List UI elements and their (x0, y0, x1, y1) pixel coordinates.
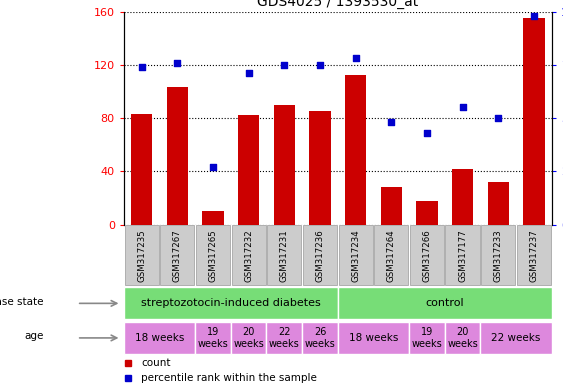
Point (244, 70, 253, 76)
Bar (238, 116, 260, 225)
Text: GSM317266: GSM317266 (422, 229, 431, 282)
FancyBboxPatch shape (480, 322, 552, 354)
FancyBboxPatch shape (517, 225, 551, 285)
FancyBboxPatch shape (266, 322, 302, 354)
Bar (167, 88, 188, 225)
FancyBboxPatch shape (302, 322, 338, 354)
Bar (274, 105, 295, 225)
Bar (345, 76, 367, 225)
Bar (131, 114, 153, 225)
Point (137, 64, 146, 70)
FancyBboxPatch shape (196, 225, 230, 285)
Point (280, 62, 289, 68)
Point (458, 104, 467, 111)
Point (208, 164, 217, 170)
Point (173, 60, 182, 66)
FancyBboxPatch shape (124, 322, 195, 354)
FancyBboxPatch shape (124, 225, 159, 285)
FancyBboxPatch shape (338, 288, 552, 319)
Bar (416, 201, 437, 225)
Bar (202, 211, 224, 225)
Text: 22 weeks: 22 weeks (491, 333, 541, 343)
Text: control: control (426, 298, 464, 308)
Point (529, 13, 538, 19)
Text: GSM317231: GSM317231 (280, 229, 289, 282)
Text: GSM317265: GSM317265 (208, 229, 217, 282)
Text: streptozotocin-induced diabetes: streptozotocin-induced diabetes (141, 298, 321, 308)
Point (315, 62, 324, 68)
Text: 22
weeks: 22 weeks (269, 327, 300, 349)
Text: GSM317235: GSM317235 (137, 229, 146, 282)
FancyBboxPatch shape (481, 225, 515, 285)
FancyBboxPatch shape (124, 288, 338, 319)
FancyBboxPatch shape (338, 322, 409, 354)
Text: count: count (141, 358, 171, 368)
Point (387, 119, 396, 126)
Text: GSM317234: GSM317234 (351, 229, 360, 282)
Text: GSM317233: GSM317233 (494, 229, 503, 282)
Bar (488, 182, 509, 225)
Text: age: age (24, 331, 43, 341)
FancyBboxPatch shape (267, 225, 301, 285)
Bar (452, 169, 473, 225)
Point (351, 55, 360, 61)
Text: 20
weeks: 20 weeks (447, 327, 478, 349)
Bar (523, 18, 544, 225)
FancyBboxPatch shape (338, 225, 373, 285)
FancyBboxPatch shape (303, 225, 337, 285)
Point (422, 130, 431, 136)
Text: GSM317232: GSM317232 (244, 229, 253, 282)
FancyBboxPatch shape (374, 225, 408, 285)
Text: 20
weeks: 20 weeks (233, 327, 264, 349)
Text: 26
weeks: 26 weeks (305, 327, 336, 349)
Text: GSM317264: GSM317264 (387, 229, 396, 282)
FancyBboxPatch shape (231, 225, 266, 285)
Point (494, 115, 503, 121)
Text: GSM317177: GSM317177 (458, 229, 467, 282)
FancyBboxPatch shape (410, 225, 444, 285)
Text: GSM317267: GSM317267 (173, 229, 182, 282)
Text: 19
weeks: 19 weeks (198, 327, 229, 349)
Text: GSM317236: GSM317236 (315, 229, 324, 282)
FancyBboxPatch shape (231, 322, 266, 354)
Text: percentile rank within the sample: percentile rank within the sample (141, 372, 317, 383)
Bar (309, 111, 330, 225)
Title: GDS4025 / 1393530_at: GDS4025 / 1393530_at (257, 0, 418, 9)
FancyBboxPatch shape (160, 225, 194, 285)
Text: 19
weeks: 19 weeks (412, 327, 443, 349)
FancyBboxPatch shape (445, 225, 480, 285)
FancyBboxPatch shape (445, 322, 480, 354)
Text: 18 weeks: 18 weeks (348, 333, 398, 343)
FancyBboxPatch shape (409, 322, 445, 354)
FancyBboxPatch shape (195, 322, 231, 354)
Bar (381, 187, 402, 225)
Text: disease state: disease state (0, 296, 43, 307)
Text: GSM317237: GSM317237 (529, 229, 538, 282)
Text: 18 weeks: 18 weeks (135, 333, 184, 343)
